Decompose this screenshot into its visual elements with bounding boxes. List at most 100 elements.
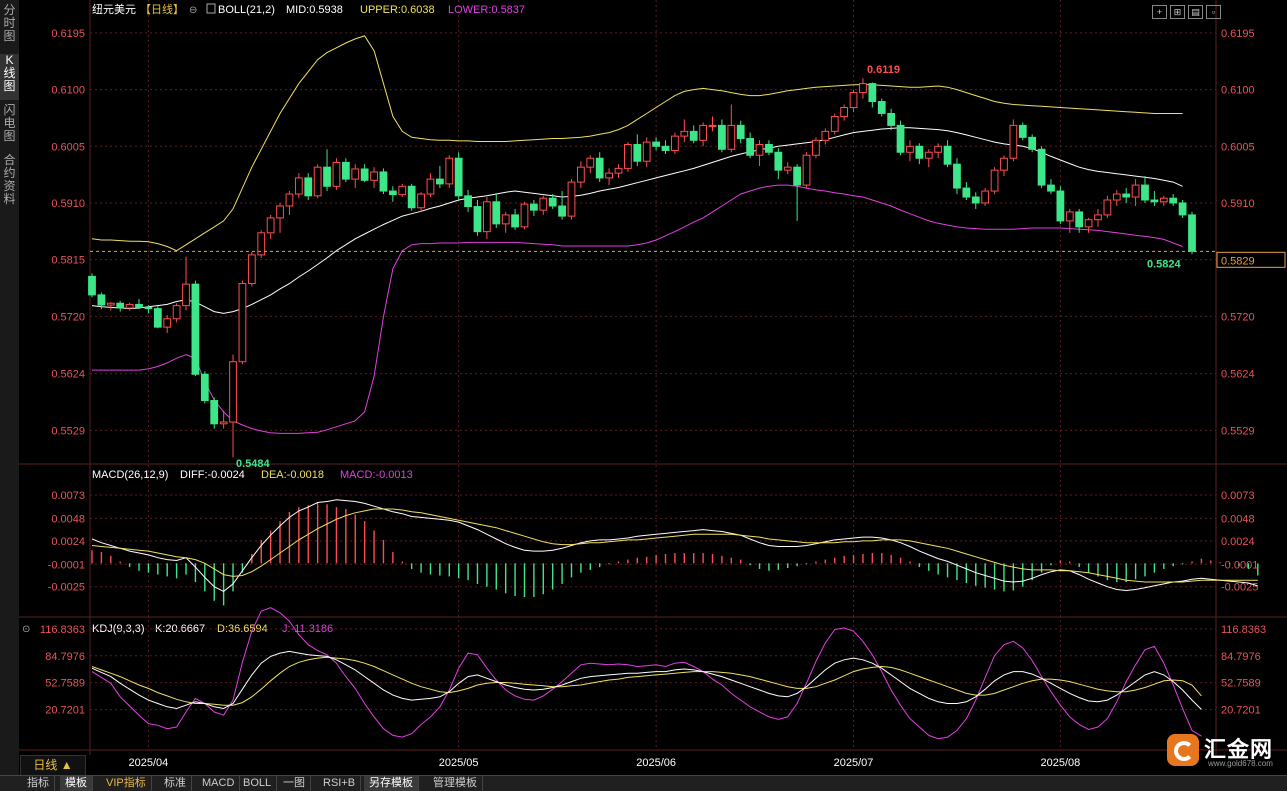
indicator-icon[interactable] xyxy=(206,3,216,14)
candle-body xyxy=(1047,184,1055,192)
tab-timeshare[interactable]: 分时图 xyxy=(3,3,16,43)
candle-body xyxy=(924,151,933,159)
kdj-panel xyxy=(91,607,1202,740)
candle-body xyxy=(501,214,510,225)
tab-flash-chart[interactable]: 闪电图 xyxy=(3,103,16,143)
price-tick-left: 0.5624 xyxy=(51,369,85,381)
candle-body xyxy=(1065,211,1074,222)
settings-icon[interactable]: ⊖ xyxy=(189,5,197,16)
tab-single-chart[interactable]: 一图 xyxy=(278,776,311,791)
candle-body xyxy=(398,185,407,196)
sidebar-tabs: 分时图 K线图 闪电图 合约资料 xyxy=(0,0,20,775)
candle-body xyxy=(492,201,501,225)
candle-body xyxy=(247,254,256,285)
tab-templates[interactable]: 模板 xyxy=(60,776,93,791)
macd-dea-value: DEA:-0.0018 xyxy=(261,469,324,481)
candle-body xyxy=(1000,157,1008,171)
date-label: 2025/04 xyxy=(129,757,169,769)
macd-dif-line xyxy=(91,499,1258,592)
candle-body xyxy=(106,302,115,306)
candle-body xyxy=(802,154,811,186)
price-tick-right: 0.5529 xyxy=(1221,425,1255,437)
candle-body xyxy=(511,214,519,228)
candle-body xyxy=(464,195,472,208)
tab-macd[interactable]: MACD xyxy=(197,776,241,791)
tab-kline[interactable]: K线图 xyxy=(0,54,19,100)
zoom-icon[interactable]: ⊞ xyxy=(1170,5,1185,19)
low-annotation: 0.5484 xyxy=(236,458,271,470)
current-price-box xyxy=(1216,251,1286,268)
macd-dea-line xyxy=(91,508,1258,583)
candle-body xyxy=(191,283,200,375)
macd-dif-value: DIFF:-0.0024 xyxy=(180,469,245,481)
candle-body xyxy=(323,166,331,187)
candle-body xyxy=(1075,211,1084,228)
candle-body xyxy=(1141,184,1149,201)
kdj-tick-left: 116.8363 xyxy=(40,624,85,636)
candle-body xyxy=(793,166,802,186)
tab-save-template[interactable]: 另存模板 xyxy=(364,776,419,791)
price-tick-left: 0.5815 xyxy=(51,255,85,267)
restore-icon[interactable]: ▫ xyxy=(1206,5,1221,19)
crosshair-icon[interactable]: + xyxy=(1152,5,1167,19)
candles xyxy=(88,78,1196,458)
tab-boll[interactable]: BOLL xyxy=(238,776,278,791)
candle-body xyxy=(849,92,858,108)
candle-body xyxy=(163,318,172,328)
candle-body xyxy=(426,178,435,195)
macd-tick-right: 0.0073 xyxy=(1221,490,1255,502)
tab-rsi-b[interactable]: RSI+B xyxy=(318,776,362,791)
boll-upper-value: UPPER:0.6038 xyxy=(360,4,435,16)
candle-body xyxy=(407,185,416,209)
candle-body xyxy=(1037,148,1046,186)
macd-value: MACD:-0.0013 xyxy=(340,469,413,481)
candle-body xyxy=(200,373,209,402)
candle-body xyxy=(624,143,632,169)
price-tick-left: 0.5910 xyxy=(51,198,85,210)
tab-standard[interactable]: 标准 xyxy=(159,776,192,791)
candle-body xyxy=(116,302,125,309)
candle-body xyxy=(614,167,623,174)
layout-icon[interactable]: ▤ xyxy=(1188,5,1203,19)
candle-body xyxy=(887,112,896,126)
price-tick-left: 0.5720 xyxy=(51,311,85,323)
candle-body xyxy=(671,135,679,151)
price-tick-left: 0.6195 xyxy=(51,28,85,40)
candle-body xyxy=(454,157,463,197)
candle-body xyxy=(97,294,106,306)
tab-contract-info[interactable]: 合约资料 xyxy=(3,153,16,206)
price-tick-left: 0.6005 xyxy=(51,141,85,153)
boll-lower-value: LOWER:0.5837 xyxy=(448,4,525,16)
candle-body xyxy=(144,306,153,310)
date-label: 2025/07 xyxy=(834,757,874,769)
macd-tick-left: -0.0025 xyxy=(48,582,85,594)
candle-body xyxy=(586,157,595,168)
candle-body xyxy=(172,305,181,320)
kdj-j-value: J:-11.3186 xyxy=(282,623,333,635)
candle-body xyxy=(605,172,613,179)
site-logo: 汇金网 www.gold678.com xyxy=(1160,730,1284,772)
kdj-j-line xyxy=(91,607,1202,740)
candle-body xyxy=(708,124,717,127)
kdj-name: KDJ(9,3,3) xyxy=(92,623,145,635)
price-tick-right: 0.5720 xyxy=(1221,311,1255,323)
candle-body xyxy=(153,308,162,328)
kline-chart[interactable]: 纽元美元 【日线】 ⊖ BOLL(21,2) MID:0.5938 UPPER:… xyxy=(19,0,1287,775)
period-button[interactable]: 日线 ▲ xyxy=(20,755,86,776)
candle-body xyxy=(699,124,707,141)
last-annotation: 0.5824 xyxy=(1147,258,1182,270)
kdj-settings-icon[interactable]: ⊙ xyxy=(22,624,30,635)
price-tick-right: 0.6005 xyxy=(1221,141,1255,153)
candle-body xyxy=(520,203,529,228)
macd-tick-right: -0.0025 xyxy=(1221,582,1258,594)
candle-body xyxy=(642,141,651,162)
tab-manage-templates[interactable]: 管理模板 xyxy=(428,776,483,791)
candle-body xyxy=(351,168,360,180)
tab-vip-indicators[interactable]: VIP指标 xyxy=(101,776,152,791)
candle-body xyxy=(360,168,369,181)
kdj-tick-left: 52.7589 xyxy=(45,678,85,690)
tab-indicators[interactable]: 指标 xyxy=(22,776,55,791)
price-tick-right: 0.5624 xyxy=(1221,369,1255,381)
candle-body xyxy=(943,145,952,165)
candle-body xyxy=(1178,202,1187,216)
